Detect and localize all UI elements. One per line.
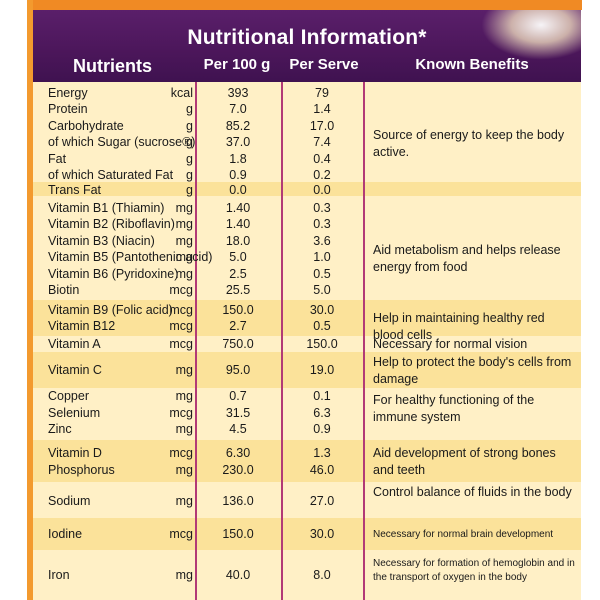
col-per100-header: Per 100 g — [203, 56, 271, 73]
band — [33, 82, 581, 182]
col-perserve-header: Per Serve — [289, 56, 359, 73]
light-glow — [481, 10, 581, 60]
benefit-fluids: Control balance of fluids in the body — [373, 485, 572, 499]
table-body: Energy kcal 393 79 Protein g 7.0 1.4 Carbohydr… — [33, 82, 581, 600]
band — [33, 196, 581, 300]
top-border — [27, 0, 582, 10]
col-nutrients-header: Nutrients — [73, 56, 153, 76]
band — [33, 352, 581, 388]
nutrition-panel: Nutritional Information* Nutrients Per 1… — [33, 10, 581, 600]
column-divider — [281, 82, 283, 600]
benefit-brain: Necessary for normal brain development — [373, 529, 554, 540]
band — [33, 440, 581, 482]
band — [33, 388, 581, 440]
band — [33, 336, 581, 352]
benefit-energy: Source of energy to keep the body active… — [373, 128, 565, 159]
left-border — [27, 0, 33, 600]
band — [33, 550, 581, 600]
band — [33, 518, 581, 550]
benefit-bones: Aid development of strong bones and teet… — [373, 446, 556, 477]
benefit-cell-protection: Help to protect the body's cells from da… — [373, 355, 572, 386]
table-header: Nutritional Information* Nutrients Per 1… — [33, 10, 581, 82]
band — [33, 182, 581, 196]
col-benefits-header: Known Benefits — [415, 56, 529, 73]
benefit-vision: Necessary for normal vision — [373, 337, 528, 351]
benefit-immune: For healthy functioning of the immune sy… — [373, 393, 535, 424]
benefit-blood-cells: Help in maintaining healthy red blood ce… — [373, 311, 545, 342]
page-title: Nutritional Information* — [187, 26, 427, 49]
column-divider — [363, 82, 365, 600]
benefit-metabolism: Aid metabolism and helps release energy … — [373, 243, 561, 274]
band — [33, 482, 581, 518]
column-divider — [195, 82, 197, 600]
band — [33, 300, 581, 336]
benefit-hemoglobin: Necessary for formation of hemoglobin an… — [373, 558, 575, 583]
